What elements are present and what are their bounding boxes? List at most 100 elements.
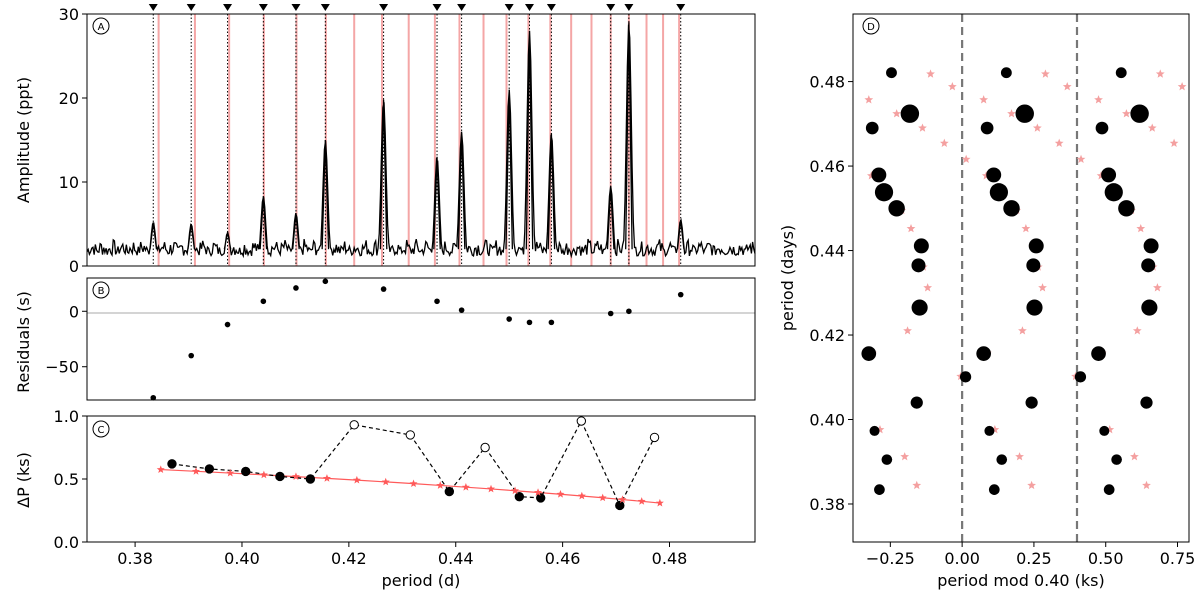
model-mod-star <box>1021 223 1031 233</box>
observed-marker-triangle <box>624 4 634 11</box>
observed-mod-point <box>1015 104 1034 123</box>
observed-marker-triangle <box>320 4 330 11</box>
model-mod-star <box>864 95 874 104</box>
panel-c-x-ticks: 0.38 0.40 0.42 0.44 0.46 0.48 <box>117 542 687 568</box>
observed-mod-point <box>886 67 897 79</box>
model-mod-star <box>1007 109 1016 118</box>
y-tick-label: 20 <box>59 89 79 108</box>
observed-mod-point <box>989 183 1008 202</box>
observed-mod-point <box>976 346 992 361</box>
panel-d-x-ticks: −0.25 0.00 0.25 0.50 0.75 <box>866 542 1196 568</box>
model-mod-star <box>900 452 910 461</box>
observed-mod-point <box>1143 238 1159 254</box>
observed-spacing-point <box>167 459 177 469</box>
observed-mod-point <box>874 183 894 202</box>
observed-mod-point <box>1074 371 1087 383</box>
observed-marker-triangle <box>186 4 196 11</box>
model-spacing-star <box>322 474 331 482</box>
observed-mod-point <box>988 484 1000 495</box>
panel-d-frame <box>852 13 1190 543</box>
y-tick-label: 0 <box>69 302 79 321</box>
panel-b-y-ticks: −50 0 <box>45 302 87 377</box>
panel-d: 0.38 0.40 0.42 0.44 0.46 0.48 −0.25 0.00 0.25 0.… <box>778 13 1196 590</box>
residual-point <box>260 298 267 305</box>
model-mod-stars <box>864 69 1187 490</box>
observed-mod-point <box>869 425 880 436</box>
y-tick-label: 1.0 <box>54 407 79 426</box>
panel-b-frame <box>86 277 756 401</box>
model-mod-star <box>867 171 876 180</box>
panel-c: 0.0 0.5 1.0 0.38 0.40 0.42 0.44 0.46 0.48 ΔP (k… <box>14 407 756 590</box>
model-spacing-star <box>461 482 470 491</box>
observed-mod-point <box>1103 484 1115 495</box>
x-tick-label: 0.48 <box>652 549 688 568</box>
observed-mod-point <box>959 371 972 383</box>
observed-mod-point <box>900 104 920 123</box>
observed-mod-point <box>1130 104 1149 123</box>
model-mod-star <box>923 283 933 292</box>
panel-b: −50 0 Residuals (s) B <box>14 277 756 401</box>
observed-spacing-open-point <box>405 430 416 440</box>
observed-marker-triangle <box>504 4 514 11</box>
observed-spacing-point <box>204 464 215 474</box>
observed-mod-point <box>1115 67 1127 79</box>
x-tick-label: 0.00 <box>944 549 980 568</box>
residual-point <box>188 352 195 359</box>
model-mod-star <box>961 154 971 164</box>
observed-spacing-points <box>167 416 660 511</box>
residual-point <box>506 316 512 322</box>
model-mod-star <box>903 326 912 335</box>
observed-mod-point <box>861 346 877 361</box>
model-mod-star <box>1062 82 1072 91</box>
model-spacing-star <box>534 488 543 496</box>
panel-a-y-ticks: 0 10 20 30 <box>59 5 87 276</box>
model-spacing-star <box>156 465 165 473</box>
amplitude-spectrum-line <box>86 22 756 259</box>
panel-c-y-ticks: 0.0 0.5 1.0 <box>54 407 87 552</box>
observed-mod-point <box>1025 396 1038 409</box>
observed-marker-triangle <box>258 4 268 11</box>
model-spacing-star <box>291 472 300 480</box>
panel-c-label: C <box>98 425 105 436</box>
model-spacing-star <box>618 495 627 503</box>
panel-b-ylabel: Residuals (s) <box>14 291 33 393</box>
model-spacing-star <box>556 490 565 498</box>
panel-d-y-ticks: 0.38 0.40 0.42 0.44 0.46 0.48 <box>809 73 853 514</box>
observed-spacing-open-point <box>349 420 359 430</box>
y-tick-label: 0.46 <box>809 157 845 176</box>
y-tick-label: 0 <box>69 257 79 276</box>
model-spacing-star <box>352 475 361 484</box>
model-mod-star <box>1038 283 1047 292</box>
model-mod-star <box>1054 138 1064 147</box>
observed-marker-triangle <box>457 4 467 11</box>
model-mod-star <box>1015 452 1024 461</box>
observed-mod-point <box>996 454 1008 465</box>
panel-c-xlabel: period (d) <box>382 571 461 590</box>
model-mod-star <box>1105 425 1115 434</box>
model-mod-star <box>1094 95 1103 104</box>
residual-point <box>548 319 555 326</box>
observed-mod-point <box>1026 299 1043 316</box>
residual-point <box>150 394 157 401</box>
observed-mod-point <box>1000 67 1012 79</box>
model-mod-star <box>1096 171 1106 180</box>
model-mod-star <box>926 69 935 78</box>
observed-spacing-point <box>305 474 316 484</box>
x-tick-label: 0.50 <box>1088 549 1124 568</box>
observed-markers <box>148 4 686 11</box>
residual-points <box>150 278 684 401</box>
observed-mod-point <box>1003 200 1020 217</box>
y-tick-label: 0.0 <box>54 533 79 552</box>
model-mod-star <box>979 95 989 104</box>
observed-mod-point <box>1141 258 1156 273</box>
y-tick-label: −50 <box>45 358 79 377</box>
model-mod-star <box>1122 109 1131 118</box>
model-mod-star <box>990 425 1000 434</box>
model-mod-star <box>1169 138 1179 147</box>
panel-a-frame <box>86 13 756 267</box>
residual-point <box>626 308 632 315</box>
observed-mod-point <box>1101 167 1117 183</box>
x-tick-label: 0.75 <box>1160 549 1196 568</box>
observed-marker-triangle <box>606 4 616 11</box>
observed-mod-point <box>1111 454 1122 465</box>
